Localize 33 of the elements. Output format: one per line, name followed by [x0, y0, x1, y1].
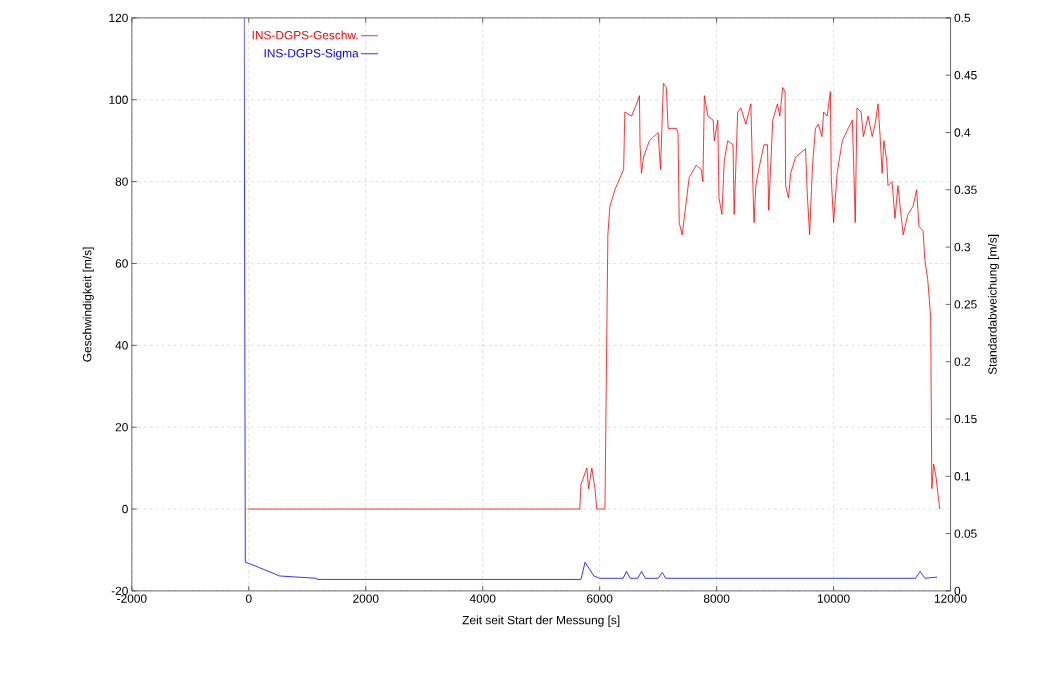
y-tick-label: 120 [109, 13, 128, 22]
y-tick-label: -20 [111, 586, 128, 595]
y-tick-label: 100 [109, 95, 128, 104]
line-series [247, 82, 941, 510]
y2-tick-label: 0.1 [954, 471, 970, 481]
y2-tick-label: 0.15 [954, 414, 977, 423]
y2-tick-label: 0.5 [954, 13, 971, 22]
x-tick-label: 6000 [587, 594, 613, 603]
y2-tick-label: 0.3 [954, 242, 971, 252]
legend-label: INS-DGPS-Geschw. [252, 30, 358, 40]
y2-tick-label: 0.45 [954, 70, 977, 80]
y2-tick-label: 0 [954, 586, 961, 595]
y-tick-label: 60 [115, 259, 128, 268]
legend-label: INS-DGPS-Sigma [264, 48, 359, 60]
y2-tick-label: 0.4 [954, 128, 971, 137]
y-axis-title: Geschwindigkeit [m/s] [82, 247, 94, 362]
x-tick-label: 10000 [817, 594, 850, 603]
y-tick-label: 0 [122, 504, 128, 514]
y-tick-label: 20 [115, 422, 128, 432]
x-tick-label: 12000 [934, 594, 967, 603]
y2-tick-label: 0.05 [954, 529, 977, 538]
x-tick-label: 4000 [469, 594, 496, 603]
y-tick-label: 80 [115, 177, 128, 186]
x-axis-title: Zeit seit Start der Messung [s] [462, 615, 620, 627]
y2-tick-label: 0.25 [954, 299, 977, 309]
x-tick-label: 8000 [703, 594, 730, 603]
x-tick-label: 0 [245, 594, 252, 603]
y2-tick-label: 0.2 [954, 357, 970, 366]
x-tick-label: -2000 [117, 594, 147, 603]
y2-tick-label: 0.35 [954, 185, 977, 194]
y-tick-label: 40 [115, 340, 128, 350]
x-tick-label: 2000 [353, 594, 379, 603]
y2-axis-title: Standardabweichung [m/s] [987, 234, 1000, 375]
